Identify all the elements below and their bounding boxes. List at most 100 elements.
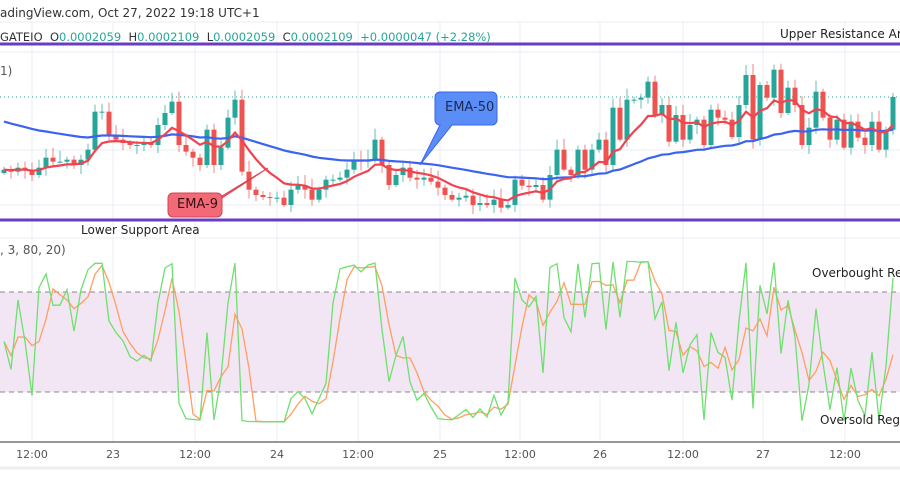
candle-body xyxy=(169,101,175,113)
candle-body xyxy=(442,187,448,195)
symbol-name: GATEIO xyxy=(0,30,43,44)
ema-50-callout xyxy=(419,91,498,166)
candle-body xyxy=(519,179,525,186)
candle-body xyxy=(463,195,469,198)
candle-body xyxy=(624,99,630,140)
candle-body xyxy=(29,169,35,175)
candle-body xyxy=(386,165,392,185)
candle-body xyxy=(603,139,609,165)
candle-body xyxy=(155,125,161,145)
candle-body xyxy=(323,179,329,190)
candle-body xyxy=(449,195,455,200)
candle-body xyxy=(50,157,56,162)
candle-body xyxy=(197,157,203,165)
candle-body xyxy=(36,167,42,175)
time-axis-label: 12:00 xyxy=(179,448,211,461)
candle-body xyxy=(652,81,658,115)
candle-body xyxy=(589,149,595,170)
ema-9-callout-text: EMA-9 xyxy=(177,197,218,212)
candle-body xyxy=(407,167,413,178)
candle-body xyxy=(862,137,868,145)
ema-9-line xyxy=(3,98,894,202)
candle-body xyxy=(113,135,119,140)
candle-body xyxy=(400,167,406,175)
open-value: 0.0002059 xyxy=(59,30,122,44)
candle-body xyxy=(351,159,357,170)
oversold-label: Oversold Region xyxy=(820,413,900,427)
candle-body xyxy=(491,199,497,205)
candles xyxy=(1,63,896,214)
candle-body xyxy=(316,189,322,200)
candle-body xyxy=(638,97,644,100)
candle-body xyxy=(764,85,770,98)
candle-body xyxy=(799,105,805,145)
ema-50-line xyxy=(3,120,894,181)
ema-50-callout-text: EMA-50 xyxy=(445,100,495,115)
candle-body xyxy=(778,69,784,113)
candle-body xyxy=(750,75,756,140)
candle-body xyxy=(701,119,707,145)
time-axis-label: 12:00 xyxy=(504,448,536,461)
candle-body xyxy=(561,149,567,170)
candle-body xyxy=(610,107,616,165)
stochastic-k-line xyxy=(3,260,894,423)
candle-body xyxy=(687,125,693,140)
candle-body xyxy=(141,143,147,145)
candle-body xyxy=(183,145,189,152)
time-axis-label: 12:00 xyxy=(829,448,861,461)
candle-body xyxy=(435,181,441,188)
candle-body xyxy=(512,179,518,205)
time-axis-label: 23 xyxy=(106,448,120,461)
candle-body xyxy=(477,203,483,205)
candle-body xyxy=(533,185,539,187)
time-axis-label: 12:00 xyxy=(667,448,699,461)
candle-body xyxy=(260,195,266,197)
time-axis-label: 27 xyxy=(756,448,770,461)
candle-body xyxy=(848,121,854,148)
time-axis-label: 12:00 xyxy=(342,448,374,461)
candle-body xyxy=(890,97,896,130)
candle-body xyxy=(127,143,133,145)
close-value: 0.0002109 xyxy=(290,30,353,44)
candle-body xyxy=(302,185,308,190)
candle-body xyxy=(582,149,588,170)
candle-body xyxy=(71,159,77,165)
candle-body xyxy=(771,69,777,98)
candle-body xyxy=(337,177,343,180)
candle-body xyxy=(232,99,238,118)
candle-body xyxy=(92,111,98,150)
stochastic-legend-fragment: , 3, 80, 20) xyxy=(0,243,66,257)
candle-body xyxy=(190,151,196,158)
candle-body xyxy=(106,111,112,135)
candle-body xyxy=(428,177,434,182)
time-axis-label: 24 xyxy=(270,448,284,461)
overbought-label: Overbought Region xyxy=(812,266,900,280)
symbol-ohlc-legend: GATEIO O0.0002059 H0.0002109 L0.0002059 … xyxy=(0,30,491,44)
candle-body xyxy=(225,117,231,148)
candle-body xyxy=(883,129,889,150)
candle-body xyxy=(99,111,105,113)
candle-body xyxy=(372,139,378,160)
candle-body xyxy=(456,197,462,200)
candle-body xyxy=(806,127,812,145)
candle-body xyxy=(330,179,336,181)
candle-body xyxy=(218,147,224,165)
candle-body xyxy=(876,121,882,150)
candle-body xyxy=(85,149,91,160)
candle-body xyxy=(484,203,490,205)
candle-body xyxy=(379,139,385,165)
candle-body xyxy=(239,99,245,172)
candle-body xyxy=(659,105,665,115)
time-axis-label: 25 xyxy=(433,448,447,461)
candle-body xyxy=(274,197,280,199)
close-label: C xyxy=(282,30,291,44)
candle-body xyxy=(393,175,399,185)
candle-body xyxy=(722,117,728,120)
candle-body xyxy=(568,169,574,175)
lower-support-label: Lower Support Area xyxy=(81,223,200,237)
ema-9-callout xyxy=(167,167,269,218)
candle-body xyxy=(869,121,875,145)
candle-body xyxy=(554,149,560,175)
candle-body xyxy=(281,197,287,205)
